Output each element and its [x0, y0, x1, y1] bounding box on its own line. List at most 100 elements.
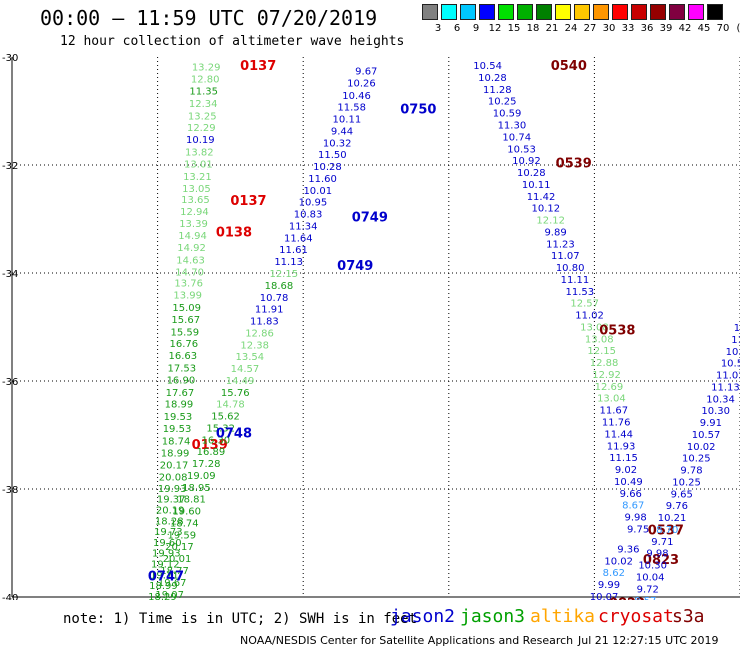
wave-height-map: -120-117-114-111-108-105-30-32-34-36-38-… [2, 53, 740, 600]
swh-value: 11.13 [274, 257, 303, 268]
swh-value: 11.23 [546, 239, 575, 250]
scale-swatch-15 [707, 4, 723, 20]
swh-value: 10.54 [721, 359, 740, 370]
swh-value: 10.11 [333, 115, 362, 126]
swh-value: 13.65 [181, 195, 210, 206]
swh-value: 15.32 [206, 423, 235, 434]
swh-value: 10.30 [638, 561, 667, 572]
swh-value: 11.28 [483, 85, 512, 96]
swh-value: 9.02 [615, 465, 637, 476]
swh-value: 14.63 [176, 256, 205, 267]
swh-value: 20.17 [165, 542, 194, 553]
swh-value: 10.74 [502, 132, 531, 143]
time-label: 0138 [216, 225, 252, 240]
swh-value: 11.07 [551, 251, 580, 262]
swh-value: 14.94 [178, 231, 207, 242]
swh-value: 9.67 [355, 67, 377, 78]
scale-label-7: 24 [564, 23, 578, 34]
swh-value: 19.60 [172, 507, 201, 518]
swh-value: 11.1 [731, 335, 740, 346]
swh-value: 9.75 [627, 524, 649, 535]
swh-value: 9.44 [331, 126, 353, 137]
time-label: 0750 [400, 102, 436, 117]
swh-value: 19.37 [157, 495, 186, 506]
swh-value: 18.74 [170, 518, 199, 529]
swh-value: 11.60 [308, 174, 337, 185]
scale-swatch-0 [422, 4, 438, 20]
swh-value: 11.58 [337, 103, 366, 114]
scale-label-15: 70 [716, 23, 730, 34]
swh-value: 13.29 [192, 63, 221, 74]
swh-value: 12.88 [590, 358, 619, 369]
swh-value: 10.21 [658, 513, 687, 524]
time-label: 0537 [648, 524, 684, 539]
legend-s3a: s3a [672, 606, 705, 627]
swh-value: 10.19 [186, 135, 215, 146]
swh-value: 10.25 [672, 477, 701, 488]
scale-swatch-5 [517, 4, 533, 20]
swh-value: 12.15 [587, 346, 616, 357]
swh-value: 10.28 [478, 73, 507, 84]
swh-value: 11.30 [498, 121, 527, 132]
swh-value: 17.28 [192, 459, 221, 470]
time-label: 0747 [148, 569, 184, 584]
swh-value: 13.01 [184, 159, 213, 170]
swh-value: 16.63 [169, 351, 198, 362]
swh-value: 10.28 [517, 168, 546, 179]
swh-value: 15.09 [172, 303, 201, 314]
swh-value: 14.92 [177, 243, 206, 254]
swh-value: 18.74 [162, 436, 191, 447]
swh-value: 16.90 [167, 375, 196, 386]
swh-value: 12.57 [570, 299, 599, 310]
swh-value: 18.81 [177, 495, 206, 506]
swh-value: 9.91 [700, 418, 722, 429]
swh-value: 11.67 [599, 406, 628, 417]
swh-value: 13.25 [188, 111, 217, 122]
swh-value: 9.65 [671, 489, 693, 500]
swh-value: 13.82 [185, 148, 214, 159]
scale-swatch-2 [460, 4, 476, 20]
scale-swatch-6 [536, 4, 552, 20]
scale-label-3: 12 [488, 23, 502, 34]
swh-value: 9.71 [651, 537, 673, 548]
swh-value: 11.34 [289, 221, 318, 232]
time-label: 0749 [337, 259, 373, 274]
swh-value: 10.80 [556, 263, 585, 274]
swh-value: 11.15 [609, 453, 638, 464]
swh-value: 9.98 [625, 513, 647, 524]
swh-value: 8.57 [634, 596, 656, 600]
swh-value: 9.78 [680, 466, 702, 477]
scale-label-6: 21 [545, 23, 559, 34]
swh-value: 16.89 [197, 447, 226, 458]
swh-value: 10.28 [313, 162, 342, 173]
swh-value: 10.54 [473, 61, 502, 72]
swh-value: 10.49 [614, 477, 643, 488]
time-label: 0749 [352, 210, 388, 225]
swh-value: 19.53 [164, 412, 193, 423]
swh-value: 9.72 [637, 584, 659, 595]
swh-value: 14.78 [216, 400, 245, 411]
swh-value: 11.02 [575, 311, 604, 322]
scale-label-10: 33 [621, 23, 635, 34]
swh-value: 19.71 [150, 570, 179, 581]
swh-value: 11.1 [734, 323, 740, 334]
swh-value: 12.86 [245, 328, 274, 339]
swh-value: 10.59 [493, 109, 522, 120]
swh-value: 10.04 [636, 572, 665, 583]
swh-value: 19.53 [163, 424, 192, 435]
credit-text: NOAA/NESDIS Center for Satellite Applica… [240, 634, 574, 647]
swh-value: 19.07 [155, 590, 184, 600]
swh-value: 19.12 [151, 560, 180, 571]
scale-swatch-1 [441, 4, 457, 20]
scale-swatch-9 [593, 4, 609, 20]
swh-value: 12.38 [240, 340, 269, 351]
swh-value: 11.11 [561, 275, 590, 286]
swh-value: 18.68 [265, 281, 294, 292]
swh-value: 13.08 [585, 334, 614, 345]
swh-value: 12.12 [536, 216, 565, 227]
swh-value: 19.67 [158, 578, 187, 589]
swh-value: 16.30 [202, 435, 231, 446]
time-label: 0539 [556, 156, 592, 171]
scale-label-5: 18 [526, 23, 540, 34]
swh-value: 12.80 [191, 75, 220, 86]
